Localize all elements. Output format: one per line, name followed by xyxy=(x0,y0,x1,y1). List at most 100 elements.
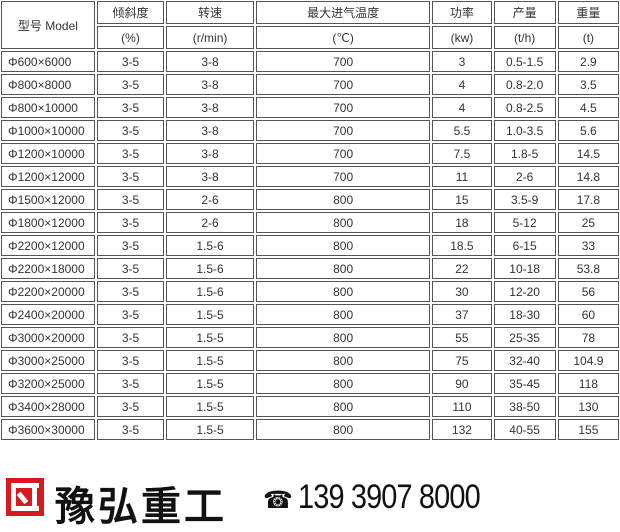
table-cell: 800 xyxy=(255,281,431,302)
table-cell: 700 xyxy=(255,143,431,164)
table-cell: 1.5-5 xyxy=(166,350,254,371)
table-cell: 800 xyxy=(255,235,431,256)
table-cell: 3-5 xyxy=(96,419,165,440)
table-cell: 3-5 xyxy=(96,235,165,256)
table-cell: 18.5 xyxy=(432,235,492,256)
model-cell: Φ3200×25000 xyxy=(1,373,95,394)
table-cell: 800 xyxy=(255,189,431,210)
table-cell: 4 xyxy=(432,97,492,118)
model-cell: Φ2200×18000 xyxy=(1,258,95,279)
table-cell: 118 xyxy=(557,373,619,394)
table-cell: 1.5-5 xyxy=(166,373,254,394)
model-cell: Φ2200×12000 xyxy=(1,235,95,256)
model-cell: Φ2400×20000 xyxy=(1,304,95,325)
table-cell: 1.5-5 xyxy=(166,327,254,348)
table-cell: 3-5 xyxy=(96,166,165,187)
table-cell: 25-35 xyxy=(493,327,556,348)
table-cell: 75 xyxy=(432,350,492,371)
table-cell: 3-8 xyxy=(166,97,254,118)
table-cell: 6-15 xyxy=(493,235,556,256)
table-cell: 17.8 xyxy=(557,189,619,210)
model-cell: Φ3600×30000 xyxy=(1,419,95,440)
table-cell: 800 xyxy=(255,396,431,417)
table-cell: 4 xyxy=(432,74,492,95)
table-cell: 0.8-2.5 xyxy=(493,97,556,118)
table-cell: 1.5-5 xyxy=(166,419,254,440)
table-cell: 1.5-6 xyxy=(166,281,254,302)
header-col: 转速 xyxy=(166,1,254,24)
model-cell: Φ3000×25000 xyxy=(1,350,95,371)
header-col: 重量 xyxy=(557,1,619,24)
table-row: Φ3000×25000 3-5 1.5-5 800 75 32-40 104.9 xyxy=(1,350,619,371)
table-cell: 3-5 xyxy=(96,143,165,164)
table-cell: 800 xyxy=(255,327,431,348)
table-cell: 3 xyxy=(432,51,492,72)
table-cell: 3-5 xyxy=(96,281,165,302)
model-cell: Φ1800×12000 xyxy=(1,212,95,233)
brand-logo-icon xyxy=(6,478,44,516)
table-cell: 38-50 xyxy=(493,396,556,417)
table-cell: 3-8 xyxy=(166,143,254,164)
table-cell: 33 xyxy=(557,235,619,256)
table-cell: 60 xyxy=(557,304,619,325)
table-row: Φ600×6000 3-5 3-8 700 3 0.5-1.5 2.9 xyxy=(1,51,619,72)
header-unit: (t) xyxy=(557,26,619,49)
table-row: Φ2400×20000 3-5 1.5-5 800 37 18-30 60 xyxy=(1,304,619,325)
table-cell: 3-5 xyxy=(96,51,165,72)
table-cell: 18 xyxy=(432,212,492,233)
table-cell: 700 xyxy=(255,166,431,187)
table-row: Φ2200×12000 3-5 1.5-6 800 18.5 6-15 33 xyxy=(1,235,619,256)
table-cell: 30 xyxy=(432,281,492,302)
table-cell: 800 xyxy=(255,304,431,325)
table-cell: 700 xyxy=(255,120,431,141)
table-cell: 3-5 xyxy=(96,327,165,348)
table-cell: 1.8-5 xyxy=(493,143,556,164)
table-cell: 3-5 xyxy=(96,258,165,279)
table-cell: 15 xyxy=(432,189,492,210)
brand-name: 豫弘重工 xyxy=(55,484,227,530)
table-cell: 10-18 xyxy=(493,258,556,279)
table-cell: 2-6 xyxy=(166,189,254,210)
table-cell: 132 xyxy=(432,419,492,440)
table-cell: 7.5 xyxy=(432,143,492,164)
table-cell: 110 xyxy=(432,396,492,417)
table-cell: 2-6 xyxy=(166,212,254,233)
header-col: 最大进气温度 xyxy=(255,1,431,24)
table-cell: 700 xyxy=(255,97,431,118)
table-cell: 12-20 xyxy=(493,281,556,302)
table-cell: 1.5-5 xyxy=(166,304,254,325)
table-cell: 22 xyxy=(432,258,492,279)
table-row: Φ800×8000 3-5 3-8 700 4 0.8-2.0 3.5 xyxy=(1,74,619,95)
table-cell: 800 xyxy=(255,212,431,233)
phone-number: 139 3907 8000 xyxy=(298,478,481,516)
table-cell: 800 xyxy=(255,419,431,440)
telephone-icon: ☎ xyxy=(263,487,293,514)
table-cell: 3-8 xyxy=(166,51,254,72)
header-unit: (t/h) xyxy=(493,26,556,49)
table-cell: 5-12 xyxy=(493,212,556,233)
table-cell: 37 xyxy=(432,304,492,325)
table-cell: 104.9 xyxy=(557,350,619,371)
header-col: 倾斜度 xyxy=(96,1,165,24)
table-cell: 5.6 xyxy=(557,120,619,141)
table-cell: 53.8 xyxy=(557,258,619,279)
table-cell: 18-30 xyxy=(493,304,556,325)
table-cell: 800 xyxy=(255,373,431,394)
table-cell: 800 xyxy=(255,350,431,371)
table-cell: 32-40 xyxy=(493,350,556,371)
model-cell: Φ3400×28000 xyxy=(1,396,95,417)
header-unit: (r/min) xyxy=(166,26,254,49)
table-cell: 78 xyxy=(557,327,619,348)
table-cell: 1.5-6 xyxy=(166,258,254,279)
table-cell: 14.8 xyxy=(557,166,619,187)
table-cell: 3-8 xyxy=(166,166,254,187)
table-cell: 3-5 xyxy=(96,304,165,325)
table-cell: 5.5 xyxy=(432,120,492,141)
table-cell: 3-5 xyxy=(96,74,165,95)
table-cell: 40-55 xyxy=(493,419,556,440)
footer: 豫弘重工 ☎ 139 3907 8000 xyxy=(0,472,620,530)
header-col: 产量 xyxy=(493,1,556,24)
table-cell: 700 xyxy=(255,51,431,72)
model-cell: Φ800×10000 xyxy=(1,97,95,118)
table-cell: 1.5-6 xyxy=(166,235,254,256)
